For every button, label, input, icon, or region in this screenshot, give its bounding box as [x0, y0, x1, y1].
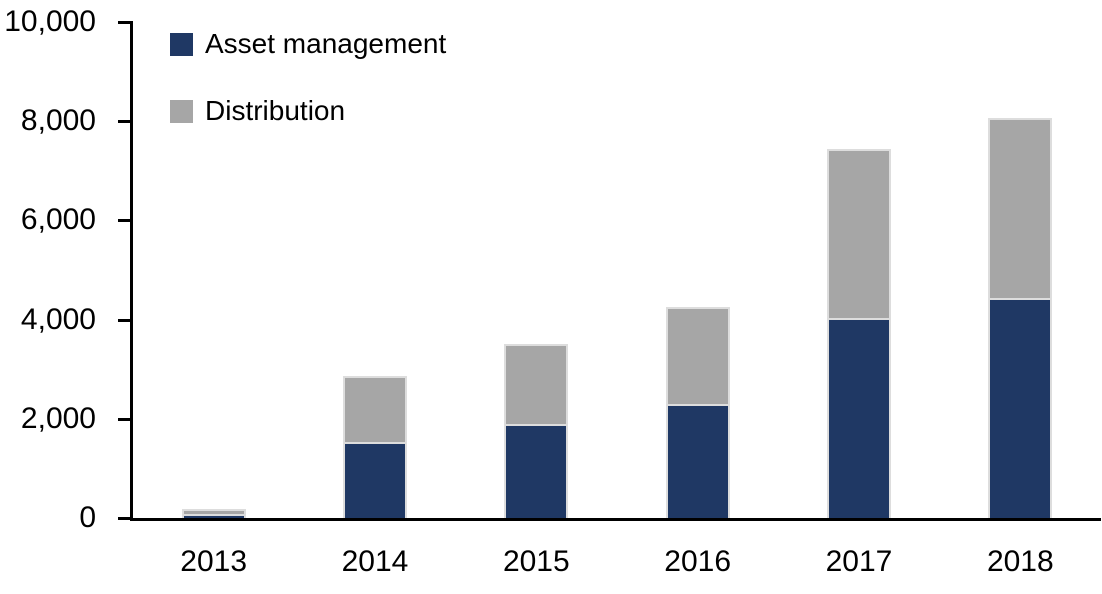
bar-segment-distribution-2016: [665, 306, 730, 404]
legend-label-asset-management: Asset management: [205, 28, 447, 59]
bar-2014: [343, 375, 407, 518]
bar-2016: [665, 306, 730, 518]
y-axis-tick: [118, 417, 133, 421]
bar-segment-asset-management-2013: [181, 514, 246, 518]
y-axis-tick: [118, 318, 133, 322]
y-tick-label: 0: [79, 501, 96, 534]
legend-swatch-asset-management: [170, 32, 193, 56]
x-tick-label-2017: 2017: [825, 545, 893, 578]
x-tick-label-2018: 2018: [986, 545, 1054, 578]
bar-segment-asset-management-2018: [988, 297, 1053, 518]
y-tick-label: 2,000: [20, 401, 96, 435]
legend-swatch-distribution: [170, 99, 193, 123]
bar-2017: [827, 149, 891, 518]
y-axis-tick: [118, 120, 133, 124]
bar-segment-distribution-2018: [988, 118, 1053, 298]
y-axis-tick: [118, 21, 133, 24]
bar-2015: [504, 343, 569, 518]
legend-label-distribution: Distribution: [205, 95, 346, 126]
bar-2018: [988, 118, 1053, 518]
bar-segment-distribution-2015: [504, 343, 569, 424]
bar-segment-asset-management-2016: [665, 403, 730, 518]
bar-segment-asset-management-2015: [504, 423, 569, 518]
bar-segment-asset-management-2017: [827, 317, 891, 518]
y-axis-tick: [118, 517, 133, 520]
bar-segment-distribution-2014: [343, 375, 407, 442]
bar-2013: [181, 509, 246, 518]
y-tick-label: 10,000: [4, 5, 96, 38]
legend-item-asset-management: Asset management: [170, 27, 446, 61]
x-tick-label-2015: 2015: [502, 545, 570, 578]
bar-segment-asset-management-2014: [343, 441, 407, 518]
x-tick-label-2013: 2013: [180, 545, 248, 578]
bar-segment-distribution-2013: [181, 509, 246, 515]
bar-segment-distribution-2017: [827, 149, 891, 318]
y-tick-label: 4,000: [20, 302, 96, 336]
plot-area: [130, 22, 1101, 521]
x-tick-label-2016: 2016: [664, 545, 732, 578]
legend-item-distribution: Distribution: [170, 94, 345, 128]
y-tick-label: 6,000: [20, 203, 96, 237]
y-tick-label: 8,000: [20, 104, 96, 138]
y-axis-tick: [118, 219, 133, 223]
x-tick-label-2014: 2014: [341, 545, 409, 578]
